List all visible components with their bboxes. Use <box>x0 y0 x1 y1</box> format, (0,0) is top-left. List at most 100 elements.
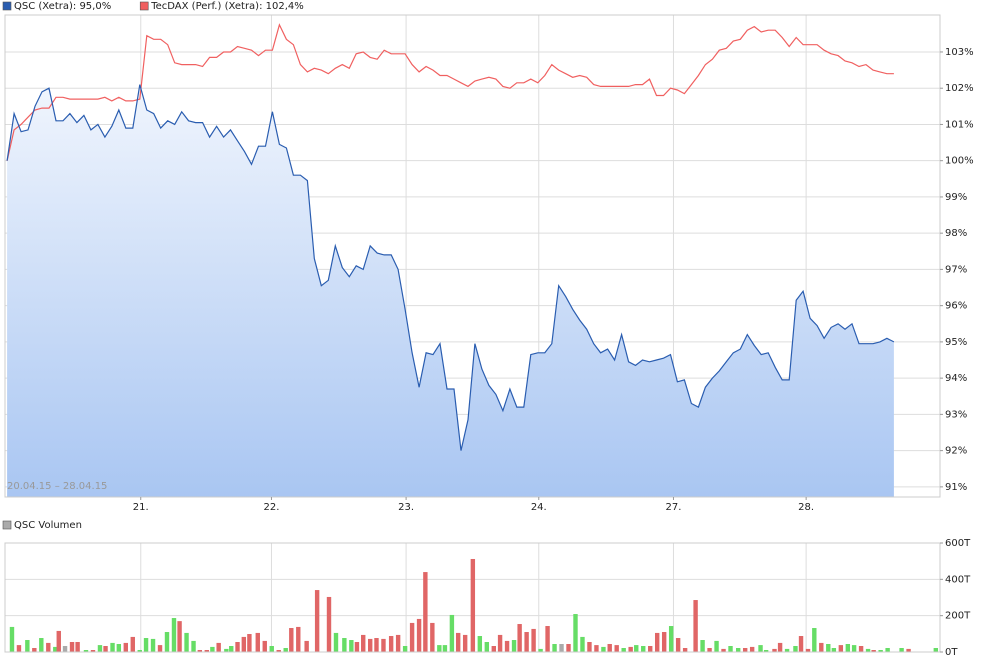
volume-bar <box>819 642 824 652</box>
volume-bar <box>878 650 883 652</box>
volume-bar <box>177 621 182 652</box>
volume-bar <box>289 628 294 652</box>
volume-bar <box>296 626 301 652</box>
volume-bar <box>538 648 543 652</box>
volume-bar <box>714 640 719 652</box>
volume-bar <box>607 644 612 652</box>
volume-bar <box>511 640 517 652</box>
y-tick-label: 98% <box>945 228 967 239</box>
plot-frame <box>4 14 941 498</box>
volume-bar <box>354 642 360 652</box>
y-tick-label: 102% <box>945 83 974 94</box>
volume-bar <box>735 648 741 652</box>
volume-bar <box>614 645 619 652</box>
volume-bar <box>283 648 288 652</box>
volume-bar <box>184 632 189 652</box>
y-tick-label: 200T <box>945 611 971 622</box>
volume-bar <box>601 646 606 652</box>
volume-bar <box>269 646 274 652</box>
volume-bar <box>349 640 354 652</box>
legend-label: TecDAX (Perf.) (Xetra): 102,4% <box>150 1 304 12</box>
area <box>7 84 894 497</box>
volume-bar <box>342 638 347 652</box>
volume-bar <box>157 645 163 652</box>
y-tick-label: 100% <box>945 156 974 167</box>
volume-bar <box>197 650 203 652</box>
volume-bar <box>531 628 536 652</box>
volume-bar <box>430 622 435 652</box>
legend-label: QSC Volumen <box>14 520 82 531</box>
volume-bar <box>758 645 763 652</box>
volume-bar <box>845 644 851 652</box>
plot <box>6 23 895 497</box>
volume-bar <box>812 628 817 652</box>
volume-bar <box>235 642 240 652</box>
date-range: 20.04.15 – 28.04.15 <box>7 481 107 492</box>
x-tick-label: 21. <box>133 502 149 513</box>
volume-bar <box>216 642 221 652</box>
volume-bar <box>69 642 75 652</box>
volume-bar <box>462 634 468 652</box>
volume-bar <box>580 636 585 652</box>
x-tick-label: 23. <box>398 502 414 513</box>
volume-bar <box>933 648 939 652</box>
volume-bar <box>484 642 490 652</box>
volume-bar <box>621 648 626 652</box>
volume-bar <box>255 632 260 652</box>
volume-bar <box>374 638 379 652</box>
plot-frame <box>4 542 941 653</box>
volume-bar <box>56 630 61 652</box>
y-tick-label: 101% <box>945 119 974 130</box>
volume-bar <box>25 640 30 652</box>
y-tick-label: 400T <box>945 574 971 585</box>
volume-bar <box>728 646 733 652</box>
volume-bar <box>641 646 646 652</box>
volume-bar <box>858 646 864 652</box>
volume-bar <box>517 624 522 652</box>
volume-bar <box>675 638 681 652</box>
volume-bar <box>110 642 115 652</box>
volume-bar <box>594 645 599 652</box>
volume-bar <box>83 650 89 652</box>
volume-bar <box>742 648 748 652</box>
volume-bar <box>455 632 461 652</box>
volume-bar <box>491 646 496 652</box>
volume-bar <box>276 650 281 652</box>
y-tick-label: 103% <box>945 47 974 58</box>
volume-bar <box>573 614 578 652</box>
volume-bar <box>210 646 215 652</box>
volume-bar <box>130 636 135 652</box>
volume-bar <box>793 646 798 652</box>
y-tick-label: 93% <box>945 409 967 420</box>
volume-bar <box>143 638 149 652</box>
volume-bar <box>661 632 667 652</box>
y-tick-label: 91% <box>945 482 967 493</box>
volume-bar <box>682 648 688 652</box>
volume-bar <box>749 646 755 652</box>
volume-bar <box>416 618 422 652</box>
volume-bar <box>707 648 712 652</box>
volume-bar <box>97 645 103 652</box>
x-tick-label: 22. <box>264 502 280 513</box>
volume-bar <box>361 634 366 652</box>
volume-bar <box>164 632 170 652</box>
volume-bar <box>90 650 96 652</box>
volume-bar <box>628 646 633 652</box>
volume-bar <box>871 650 876 652</box>
volume-bar <box>171 618 177 652</box>
plot <box>9 558 939 652</box>
volume-bar <box>388 636 394 652</box>
volume-bar <box>668 626 674 652</box>
volume-bar <box>559 644 564 652</box>
volume-bar <box>648 646 653 652</box>
legend-label: QSC (Xetra): 95,0% <box>14 1 111 12</box>
volume-bar <box>838 645 844 652</box>
volume-bar <box>423 572 428 652</box>
volume-bar <box>700 640 705 652</box>
legend-swatch <box>2 1 12 11</box>
volume-bar <box>693 600 698 652</box>
volume-bar <box>224 648 229 652</box>
volume-bar <box>504 640 510 652</box>
volume-bar <box>449 614 455 652</box>
